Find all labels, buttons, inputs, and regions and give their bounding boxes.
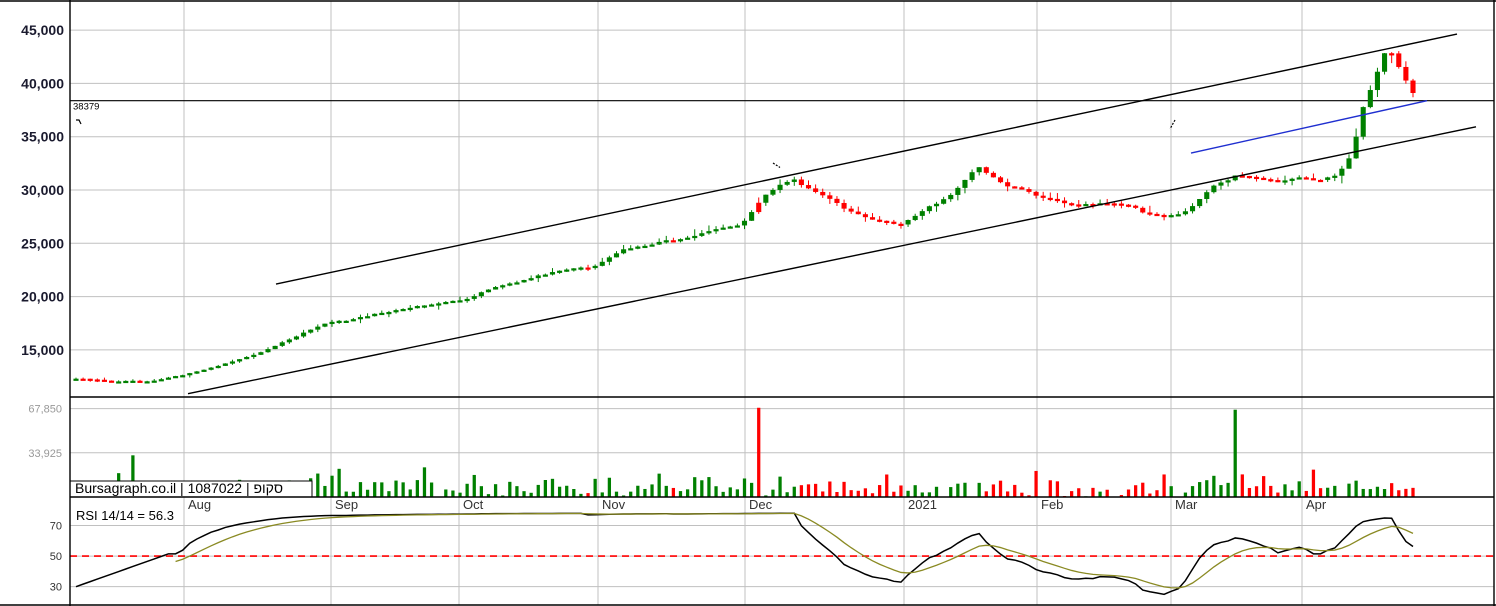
- svg-text:Bursagraph.co.il | 1087022 | ס: Bursagraph.co.il | 1087022 | סקופ: [75, 480, 283, 496]
- svg-text:2021: 2021: [908, 497, 937, 512]
- svg-text:50: 50: [50, 551, 62, 563]
- svg-text:45,000: 45,000: [21, 22, 64, 38]
- svg-text:35,000: 35,000: [21, 129, 64, 145]
- svg-text:RSI 14/14 = 56.3: RSI 14/14 = 56.3: [76, 508, 174, 523]
- svg-text:Mar: Mar: [1175, 497, 1198, 512]
- svg-text:25,000: 25,000: [21, 235, 64, 251]
- svg-text:67,850: 67,850: [28, 404, 62, 416]
- svg-text:Feb: Feb: [1041, 497, 1063, 512]
- svg-text:30,000: 30,000: [21, 182, 64, 198]
- svg-text:30: 30: [50, 582, 62, 594]
- svg-text:Aug: Aug: [188, 497, 211, 512]
- svg-text:15,000: 15,000: [21, 342, 64, 358]
- svg-text:70: 70: [50, 521, 62, 533]
- svg-text:Sep: Sep: [335, 497, 358, 512]
- svg-text:33,925: 33,925: [28, 448, 62, 460]
- svg-text:38379: 38379: [73, 102, 99, 113]
- svg-text:40,000: 40,000: [21, 75, 64, 91]
- svg-text:Nov: Nov: [602, 497, 626, 512]
- svg-text:Oct: Oct: [463, 497, 484, 512]
- svg-text:Dec: Dec: [749, 497, 773, 512]
- svg-text:20,000: 20,000: [21, 289, 64, 305]
- svg-text:Apr: Apr: [1306, 497, 1327, 512]
